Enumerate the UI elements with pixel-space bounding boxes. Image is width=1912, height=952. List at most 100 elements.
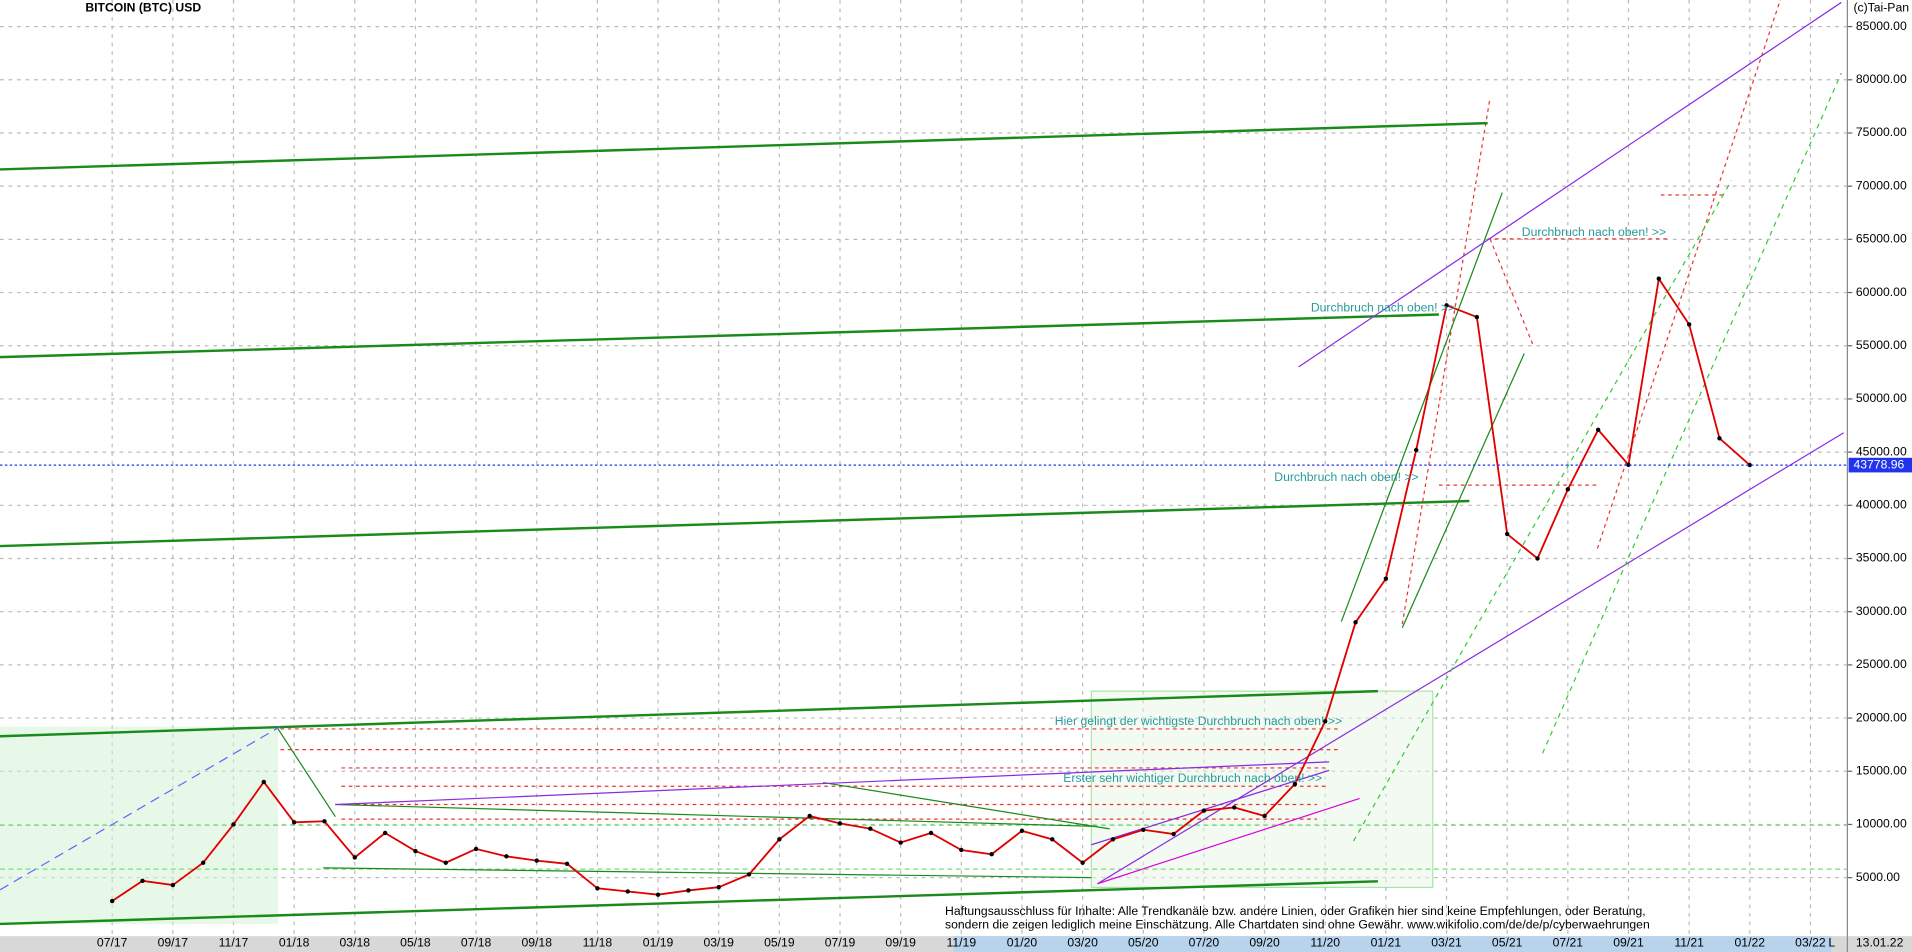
price-point <box>1444 303 1449 308</box>
y-tick-label: 75000.00 <box>1856 125 1907 139</box>
price-point <box>1323 719 1328 724</box>
price-point <box>959 847 964 853</box>
price-point <box>1141 827 1146 832</box>
y-tick-label: 85000.00 <box>1856 19 1907 33</box>
y-tick-label: 30000.00 <box>1856 604 1907 618</box>
channel-lines <box>1097 797 1360 885</box>
price-point <box>868 826 873 831</box>
price-point <box>534 858 539 863</box>
x-tick-label: 05/19 <box>764 936 795 950</box>
x-tick-label: 09/20 <box>1249 936 1280 950</box>
annotations: Durchbruch nach oben! >> Durchbruch nach… <box>1055 225 1666 785</box>
price-point <box>140 878 145 884</box>
x-tick-label: 07/20 <box>1189 936 1220 950</box>
price-point <box>1292 781 1298 787</box>
x-tick-label: 05/18 <box>400 936 431 950</box>
price-point <box>777 837 782 842</box>
x-tick-label: 03/18 <box>340 936 371 950</box>
price-point <box>1171 831 1176 837</box>
y-tick-label: 5000.00 <box>1856 870 1900 884</box>
x-tick-label: 05/21 <box>1492 936 1523 950</box>
price-point <box>352 855 357 860</box>
price-point <box>1504 531 1510 537</box>
y-tick-label: 50000.00 <box>1856 391 1907 405</box>
price-point <box>928 830 934 836</box>
price-point <box>261 779 267 785</box>
chart-title: BITCOIN (BTC) USD <box>85 1 201 15</box>
price-point <box>1686 322 1692 327</box>
price-point <box>382 830 388 836</box>
annotation: Durchbruch nach oben! >> <box>1274 470 1418 484</box>
price-point <box>898 840 903 845</box>
price-point <box>837 821 843 826</box>
price-point <box>443 860 448 865</box>
price-point <box>291 820 297 825</box>
price-point <box>1747 462 1752 468</box>
y-tick-label: 45000.00 <box>1856 444 1907 458</box>
price-point <box>231 822 236 827</box>
price-point <box>1414 447 1419 453</box>
x-tick-label: 11/20 <box>1310 936 1340 950</box>
annotation: Hier gelingt der wichtigste Durchbruch n… <box>1055 714 1342 728</box>
trend-line <box>0 725 281 891</box>
x-tick-label: 01/21 <box>1371 936 1402 950</box>
last-price-label: 43778.96 <box>1853 457 1904 471</box>
y-tick-label: 55000.00 <box>1856 338 1907 352</box>
x-tick-label: 07/17 <box>97 936 128 950</box>
support-lines <box>0 121 1488 926</box>
price-point <box>625 889 630 894</box>
y-tick-label: 15000.00 <box>1856 763 1907 777</box>
x-tick-label: 01/19 <box>643 936 674 950</box>
x-tick-label: 03/21 <box>1431 936 1462 950</box>
y-tick-label: 40000.00 <box>1856 498 1907 512</box>
price-point <box>1626 462 1631 468</box>
x-tick-label: 11/17 <box>219 936 249 950</box>
x-tick-label: 09/17 <box>158 936 189 950</box>
plot <box>0 276 1848 904</box>
price-point <box>1080 860 1085 865</box>
y-tick-label: 80000.00 <box>1856 72 1907 86</box>
channel-lines <box>277 192 1525 879</box>
price-point <box>1262 813 1267 819</box>
x-tick-label: 11/21 <box>1674 936 1704 950</box>
date-label: 13.01.22 <box>1856 936 1904 950</box>
x-tick-label: 03/19 <box>703 936 734 950</box>
price-point <box>1353 620 1358 625</box>
price-point <box>655 892 661 897</box>
price-point <box>1201 808 1207 813</box>
price-point <box>322 819 327 824</box>
disclaimer: sondern die zeigen lediglich meine Einsc… <box>945 917 1650 931</box>
x-tick-label: 07/18 <box>461 936 492 950</box>
x-tick-label: 03/20 <box>1067 936 1098 950</box>
y-tick-label: 60000.00 <box>1856 285 1907 299</box>
zone <box>1090 690 1434 889</box>
x-tick-label: 01/18 <box>279 936 310 950</box>
price-point <box>716 885 721 890</box>
scale-label: L <box>1828 936 1835 950</box>
x-tick-label: 09/19 <box>885 936 916 950</box>
y-tick-label: 25000.00 <box>1856 657 1907 671</box>
price-point <box>1019 828 1025 834</box>
price-point <box>504 854 509 859</box>
price-point <box>1383 576 1389 581</box>
price-point <box>1110 837 1116 842</box>
price-point <box>200 860 206 865</box>
x-tick-label: 09/18 <box>521 936 552 950</box>
x-tick-label: 09/21 <box>1613 936 1644 950</box>
x-tick-label: 01/22 <box>1735 936 1766 950</box>
x-tick-label: 11/18 <box>583 936 613 950</box>
y-tick-label: 70000.00 <box>1856 178 1907 192</box>
x-tick-label: 03/22 <box>1795 936 1826 950</box>
price-point <box>473 846 479 852</box>
last-price-box <box>1848 457 1912 473</box>
disclaimer: Haftungsausschluss für Inhalte: Alle Tre… <box>945 904 1646 918</box>
price-point <box>746 872 752 877</box>
x-tick-label: 07/21 <box>1553 936 1584 950</box>
channel-lines <box>1352 72 1842 842</box>
x-tick-label: 01/20 <box>1007 936 1038 950</box>
price-point <box>564 861 570 867</box>
x-tick-label: 11/19 <box>947 936 977 950</box>
price-point <box>413 848 418 854</box>
price-point <box>1656 276 1662 281</box>
